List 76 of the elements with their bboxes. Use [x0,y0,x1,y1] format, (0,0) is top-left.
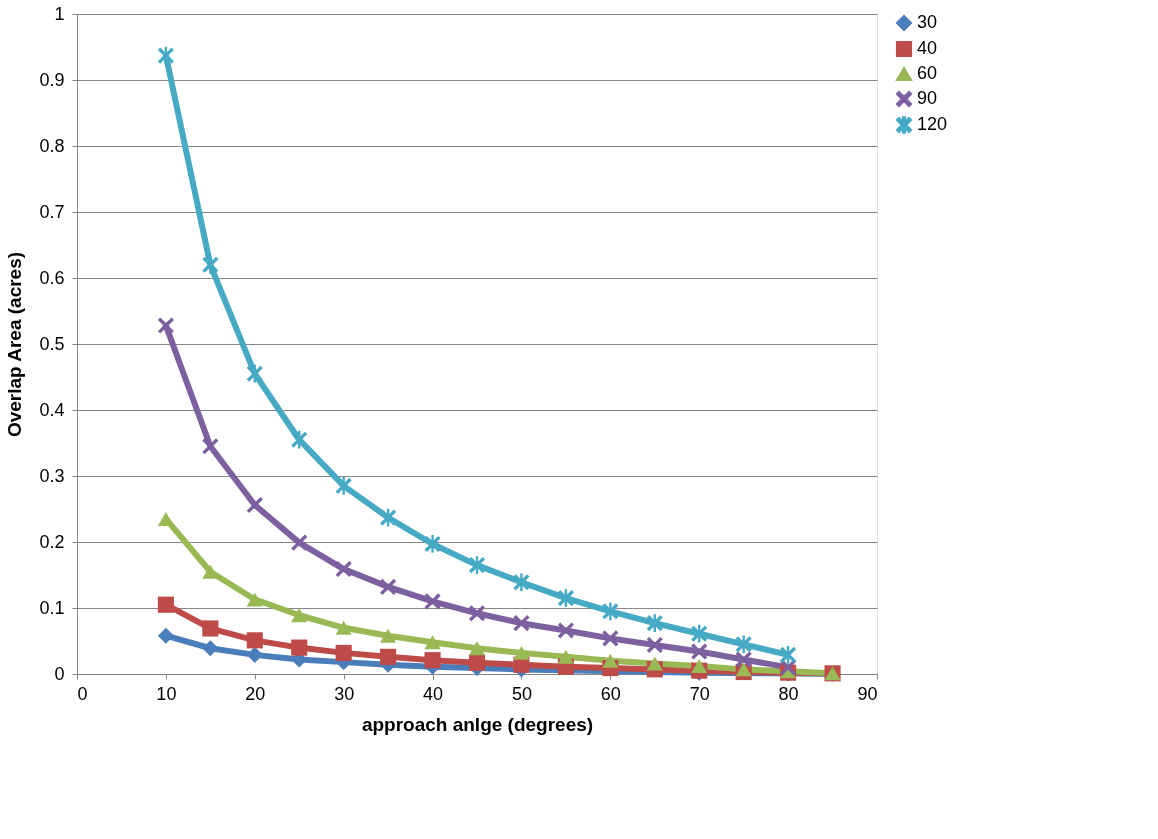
point [646,614,663,633]
point [335,561,352,578]
point [157,317,174,334]
point [202,640,219,657]
legend-label: 120 [917,114,948,134]
point [691,659,708,674]
point [468,556,486,574]
point [157,627,174,644]
x-tick-label: 40 [423,683,444,704]
x-tick-label: 0 [77,683,88,704]
legend-label: 60 [917,63,938,83]
y-tick-label: 0.8 [39,135,65,156]
y-tick-label: 0.5 [39,333,65,354]
x-tick-label: 50 [511,683,532,704]
point [335,644,352,661]
point [468,641,486,656]
y-tick-label: 1 [54,3,65,24]
x-tick-label: 80 [778,683,799,704]
legend-label: 90 [917,88,938,108]
point [735,635,752,654]
point [513,615,530,632]
point [202,620,219,637]
legend-label: 40 [917,38,938,58]
y-tick-label: 0.2 [39,531,65,552]
x-axis-title: approach anlge (degrees) [361,713,594,735]
y-tick-label: 0.7 [39,201,65,222]
y-tick-label: 0.1 [39,597,65,618]
point [246,632,263,649]
x-tick-label: 10 [156,683,177,704]
point [691,643,708,660]
point [335,620,352,635]
point [424,652,441,669]
point [557,649,574,664]
point [291,534,308,551]
point [157,511,174,526]
x-tick-label: 90 [857,683,878,704]
point [468,605,486,622]
point [291,608,308,623]
legend-label: 30 [917,12,938,32]
point [602,602,619,621]
point [513,573,530,592]
point [468,654,486,671]
y-tick-label: 0.6 [39,267,65,288]
point [424,635,441,650]
point [335,477,352,495]
point [157,596,174,613]
x-tick-label: 30 [334,683,355,704]
point [246,592,263,607]
point [380,648,397,665]
point [646,656,663,671]
point [557,622,574,639]
point [380,578,397,595]
point [202,255,219,274]
x-tick-label: 60 [600,683,621,704]
point [513,645,530,660]
x-tick-label: 20 [245,683,266,704]
y-tick-label: 0.3 [39,465,65,486]
x-tick-label: 70 [689,683,710,704]
point [424,535,441,553]
point [602,653,619,668]
y-tick-label: 0 [54,663,65,684]
y-tick-label: 0.4 [39,399,65,420]
point [557,589,574,607]
point [202,438,219,455]
point [424,593,441,610]
point [380,628,397,643]
point [735,651,752,668]
point [602,630,619,647]
point [646,636,663,654]
y-axis-title: Overlap Area (acres) [4,251,26,438]
point [291,639,308,656]
y-tick-label: 0.9 [39,69,65,90]
point [246,496,263,514]
point [735,662,752,677]
point [246,646,263,663]
point [780,645,797,664]
